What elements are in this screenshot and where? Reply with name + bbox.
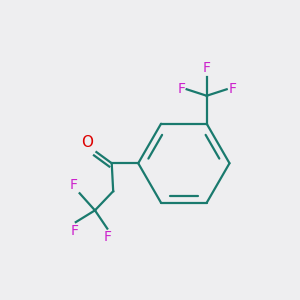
Text: F: F xyxy=(70,224,79,238)
Text: F: F xyxy=(228,82,236,96)
Text: F: F xyxy=(177,82,185,96)
Text: F: F xyxy=(70,178,78,192)
Text: O: O xyxy=(82,135,94,150)
Text: F: F xyxy=(203,61,211,75)
Text: F: F xyxy=(104,230,112,244)
